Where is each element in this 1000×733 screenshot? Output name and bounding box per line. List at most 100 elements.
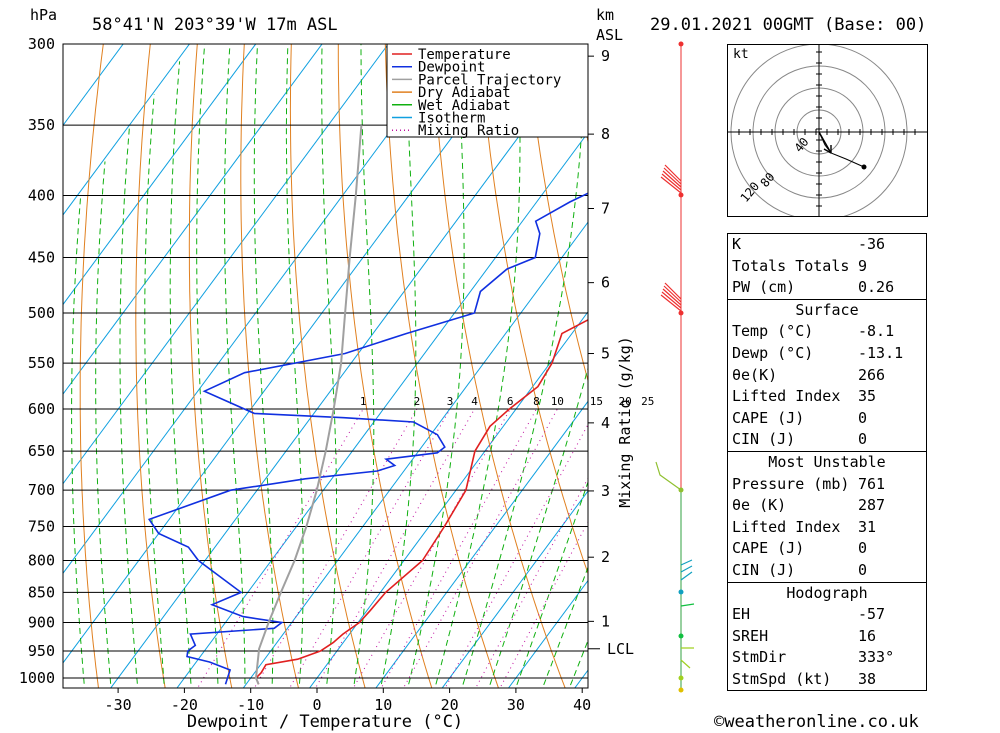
pressure-label: 900 (28, 614, 55, 632)
most-unstable-row: Lifted Index 31 (728, 517, 926, 539)
datetime-title: 29.01.2021 00GMT (Base: 00) (650, 15, 926, 35)
mixing-ratio-label: 8 (533, 395, 540, 408)
hodo-table-row: StmSpd (kt) 38 (728, 669, 926, 691)
wind-barb-flag (662, 288, 682, 306)
dry-adiabat-line (938, 8, 1000, 704)
x-tick-label: 40 (573, 696, 591, 714)
dry-adiabat-line (984, 8, 1000, 704)
plot-frame (62, 43, 589, 689)
surface-row: Temp (°C) -8.1 (728, 321, 926, 343)
hodograph-ring-label: 120 (738, 179, 763, 205)
wet-adiabat-line (488, 366, 588, 688)
km-tick-label: 7 (601, 199, 610, 217)
wind-barb-flag (664, 282, 682, 300)
isotherm-line (63, 44, 257, 306)
hodo-table-row: EH -57 (728, 604, 926, 626)
row-label: CAPE (J) (732, 539, 805, 558)
k-index-value: -36 (858, 235, 886, 253)
wet-adiabat-line (253, 44, 274, 688)
isotherm-line (242, 221, 588, 688)
wet-adiabat-line (169, 61, 192, 688)
row-value: 16 (858, 626, 877, 645)
legend-label: Parcel Trajectory (418, 72, 561, 88)
pw-row: PW (cm) 0.26 (728, 277, 926, 299)
km-tick-label: 6 (601, 274, 610, 292)
isotherm-line (63, 44, 191, 216)
dry-adiabat-line (478, 44, 588, 576)
wind-barb-flag (660, 176, 682, 194)
legend-label: Mixing Ratio (418, 123, 519, 139)
row-label: Dewp (°C) (732, 343, 814, 362)
pressure-label: 800 (28, 551, 55, 569)
k-index-row: K -36 (728, 234, 926, 256)
wet-adiabat-line (144, 94, 165, 688)
row-value: 0 (858, 560, 868, 579)
row-label: θe (K) (732, 496, 787, 515)
row-value: 333° (858, 648, 895, 667)
mixing-ratio-line (444, 423, 588, 688)
legend-label: Dry Adiabat (418, 85, 511, 101)
wet-adiabat-line (48, 227, 60, 703)
wind-level-dot (678, 633, 684, 639)
wet-adiabat-line (285, 44, 304, 688)
legend-label: Dewpoint (418, 60, 485, 76)
most-unstable-title: Most Unstable (768, 452, 886, 471)
x-axis-ticks: -30 -20 -10 0 10 20 30 40 (105, 688, 591, 714)
x-tick-label: -20 (171, 696, 198, 714)
mixing-ratio-label: 20 (618, 395, 631, 408)
row-value: -57 (858, 605, 886, 624)
x-tick-label: 10 (374, 696, 392, 714)
isotherm-line (176, 131, 588, 688)
mixing-ratio-label: 15 (590, 395, 603, 408)
row-value: 35 (858, 387, 877, 406)
legend-label: Wet Adiabat (418, 98, 511, 114)
mixing-ratio-line (253, 408, 418, 688)
wind-barb-column (655, 41, 695, 693)
row-label: Lifted Index (732, 387, 841, 406)
legend-label: Isotherm (418, 111, 485, 127)
asl-unit: ASL (596, 26, 623, 44)
km-tick-label: 5 (601, 345, 610, 363)
mixing-ratio-line (402, 408, 558, 688)
isotherm-line (308, 310, 588, 688)
row-label: Temp (°C) (732, 322, 814, 341)
surface-row: Lifted Index 35 (728, 386, 926, 408)
wind-barb-flag (664, 164, 682, 182)
most-unstable-row: CIN (J) 0 (728, 560, 926, 582)
hodo-table-row: StmDir 333° (728, 647, 926, 669)
pressure-label: 650 (28, 442, 55, 460)
background-lines (0, 8, 1000, 704)
wet-adiabat-line (95, 161, 112, 688)
info-panel: K -36 Totals Totals 9 PW (cm) 0.26 Surface … (727, 233, 927, 692)
km-tick-label: 2 (601, 548, 610, 566)
row-value: -8.1 (858, 322, 895, 341)
mixing-ratio-label: 3 (447, 395, 454, 408)
wind-barb (680, 603, 695, 607)
isotherm-line (0, 8, 17, 704)
profiles (147, 125, 588, 685)
mixing-ratio-line (197, 408, 364, 688)
row-value: -13.1 (858, 343, 904, 362)
k-index-label: K (732, 235, 742, 253)
isotherm-line (507, 579, 588, 688)
legend-box (386, 43, 589, 138)
row-value: 0 (858, 539, 868, 558)
wind-barb-flag (663, 285, 682, 303)
surface-row: θe(K) 266 (728, 365, 926, 387)
wet-adiabat-line (119, 125, 139, 688)
mixing-ratio-line (352, 408, 511, 688)
surface-title: Surface (795, 300, 859, 319)
totals-totals-row: Totals Totals 9 (728, 256, 926, 278)
row-value: 0 (858, 408, 868, 427)
row-value: 31 (858, 517, 877, 536)
footer-credit: ©weatheronline.co.uk (714, 712, 919, 732)
dry-adiabat-line (337, 44, 433, 688)
dry-adiabat-line (135, 44, 166, 688)
most-unstable-box: Most Unstable Pressure (mb) 761 θe (K) 287 L… (727, 451, 927, 583)
hodo-table-row: SREH 16 (728, 626, 926, 648)
most-unstable-row: Pressure (mb) 761 (728, 474, 926, 496)
hodograph-ring-label: 80 (758, 170, 778, 190)
wet-adiabat-line (542, 565, 588, 688)
